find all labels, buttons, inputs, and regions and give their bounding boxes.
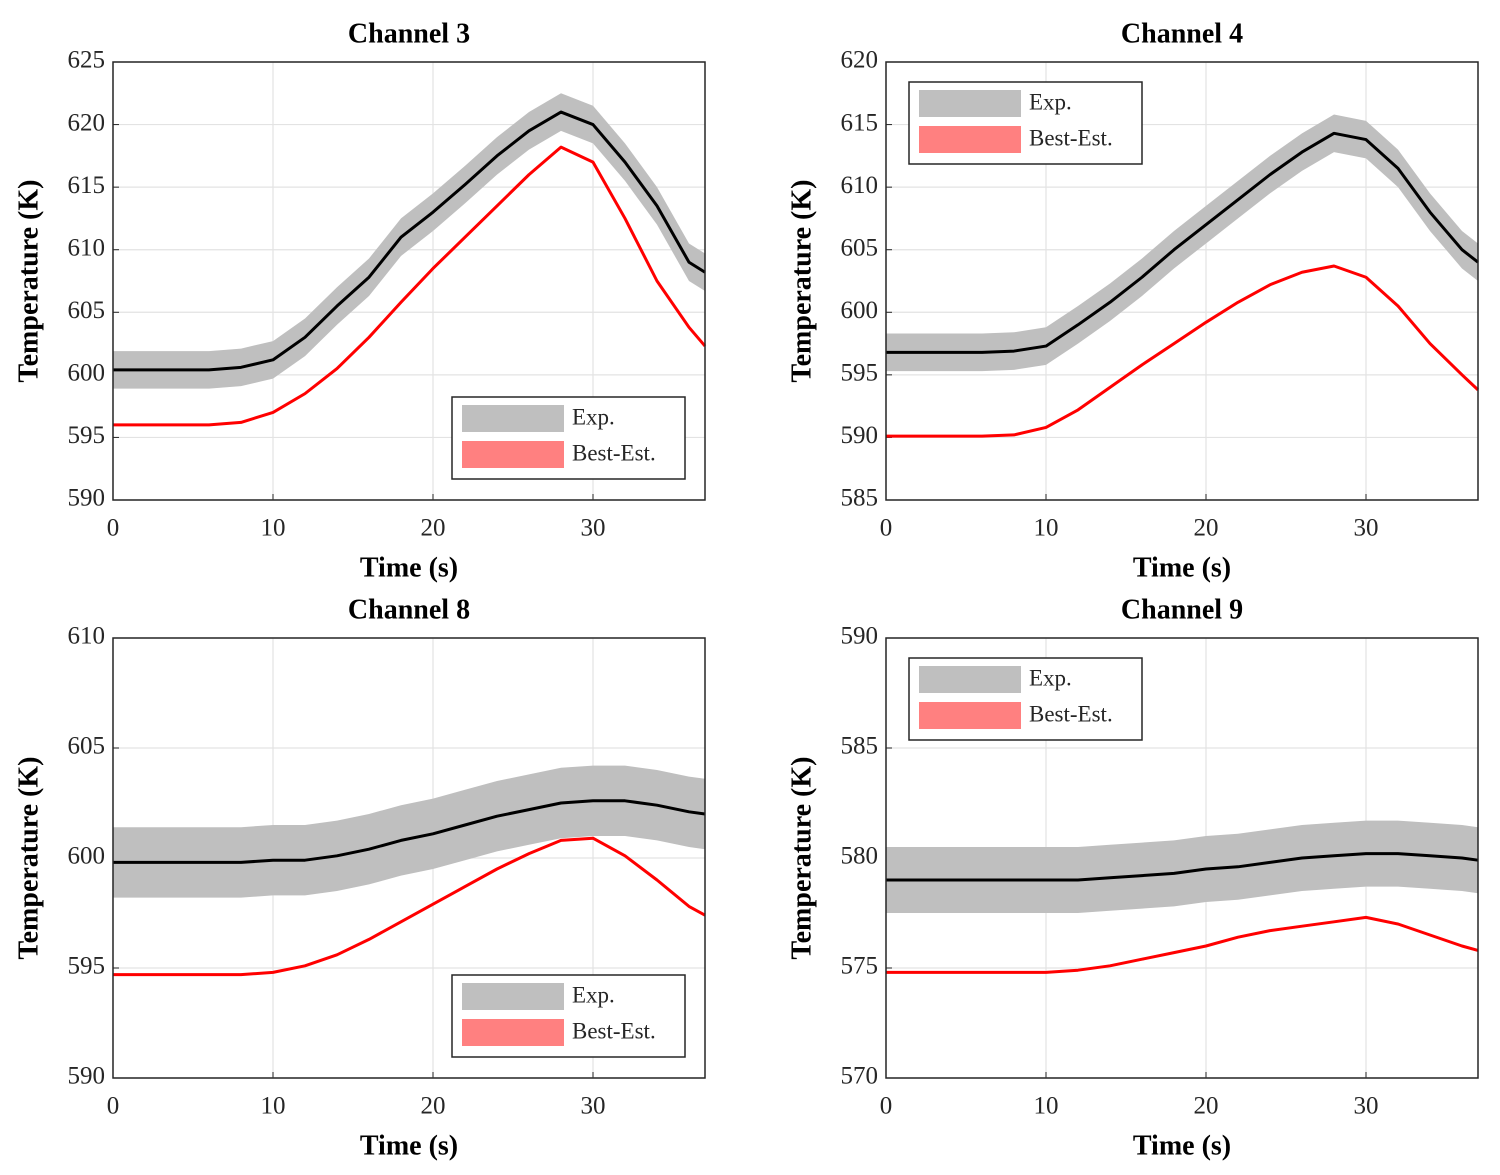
legend-label: Best-Est. (1029, 701, 1113, 726)
y-tick-label: 580 (841, 843, 879, 870)
uncertainty-band (886, 820, 1478, 913)
y-tick-label: 600 (841, 297, 879, 324)
series-line (113, 145, 707, 427)
y-tick-label: 595 (68, 422, 106, 449)
legend-swatch (919, 702, 1021, 729)
x-tick-label: 30 (1354, 515, 1379, 542)
y-tick-label: 610 (68, 623, 106, 650)
x-axis-label: Time (s) (1133, 552, 1231, 583)
x-tick-label: 30 (581, 1093, 606, 1120)
y-tick-label: 585 (841, 485, 879, 512)
series-line (113, 836, 706, 977)
x-tick-label: 0 (880, 1093, 893, 1120)
axes-box (885, 637, 1479, 1079)
legend-label: Best-Est. (1029, 125, 1113, 150)
x-axis-label: Time (s) (360, 552, 458, 583)
legend-label: Best-Est. (572, 1018, 656, 1043)
legend-swatch (462, 405, 564, 432)
x-axis-label: Time (s) (360, 1130, 458, 1161)
x-tick-label: 20 (421, 1093, 446, 1120)
axes-box (112, 61, 706, 501)
y-tick-label: 600 (68, 360, 106, 387)
y-tick-label: 590 (68, 1063, 106, 1090)
x-tick-label: 20 (421, 515, 446, 542)
legend-label: Exp. (572, 404, 615, 429)
y-axis-label: Temperature (K) (786, 757, 817, 960)
series-line (886, 264, 1480, 438)
x-tick-label: 0 (880, 515, 893, 542)
legend-swatch (462, 441, 564, 468)
y-axis-label: Temperature (K) (13, 180, 44, 383)
y-tick-label: 595 (841, 360, 879, 387)
y-tick-label: 590 (841, 623, 879, 650)
chart-title: Channel 4 (1121, 18, 1243, 49)
x-tick-label: 0 (107, 1093, 120, 1120)
axes-box (112, 637, 706, 1079)
y-tick-label: 575 (841, 953, 879, 980)
y-tick-label: 620 (841, 47, 879, 74)
legend-swatch (462, 983, 564, 1010)
y-tick-label: 620 (68, 109, 106, 136)
y-tick-label: 600 (68, 843, 106, 870)
chart-title: Channel 9 (1121, 594, 1243, 625)
y-tick-label: 595 (68, 953, 106, 980)
legend-label: Exp. (1029, 665, 1072, 690)
x-tick-label: 10 (1034, 1093, 1059, 1120)
chart-title: Channel 3 (348, 18, 470, 49)
y-tick-label: 605 (68, 297, 106, 324)
series-line (113, 110, 706, 372)
series-line (886, 131, 1479, 354)
series-line (113, 799, 706, 864)
y-tick-label: 605 (841, 234, 879, 261)
legend-swatch (919, 126, 1021, 153)
x-axis-label: Time (s) (1133, 1130, 1231, 1161)
series-line (886, 915, 1479, 974)
y-axis-label: Temperature (K) (786, 180, 817, 383)
y-axis-label: Temperature (K) (13, 757, 44, 960)
y-tick-label: 615 (68, 172, 106, 199)
y-tick-label: 615 (841, 109, 879, 136)
x-tick-label: 20 (1194, 515, 1219, 542)
axes-box (885, 61, 1479, 501)
legend-swatch (919, 666, 1021, 693)
y-tick-label: 625 (68, 47, 106, 74)
x-tick-label: 10 (261, 1093, 286, 1120)
y-tick-label: 605 (68, 733, 106, 760)
y-tick-label: 585 (841, 733, 879, 760)
legend-swatch (462, 1019, 564, 1046)
uncertainty-band (113, 765, 705, 898)
y-tick-label: 610 (68, 234, 106, 261)
y-tick-label: 570 (841, 1063, 879, 1090)
series-line (886, 852, 1479, 882)
uncertainty-band (113, 93, 705, 389)
legend-label: Exp. (572, 982, 615, 1007)
y-tick-label: 590 (68, 485, 106, 512)
x-tick-label: 20 (1194, 1093, 1219, 1120)
x-tick-label: 0 (107, 515, 120, 542)
x-tick-label: 30 (581, 515, 606, 542)
y-tick-label: 590 (841, 422, 879, 449)
x-tick-label: 10 (1034, 515, 1059, 542)
y-tick-label: 610 (841, 172, 879, 199)
chart-title: Channel 8 (348, 594, 470, 625)
legend-swatch (919, 90, 1021, 117)
x-tick-label: 10 (261, 515, 286, 542)
legend-label: Exp. (1029, 89, 1072, 114)
x-tick-label: 30 (1354, 1093, 1379, 1120)
legend-label: Best-Est. (572, 440, 656, 465)
